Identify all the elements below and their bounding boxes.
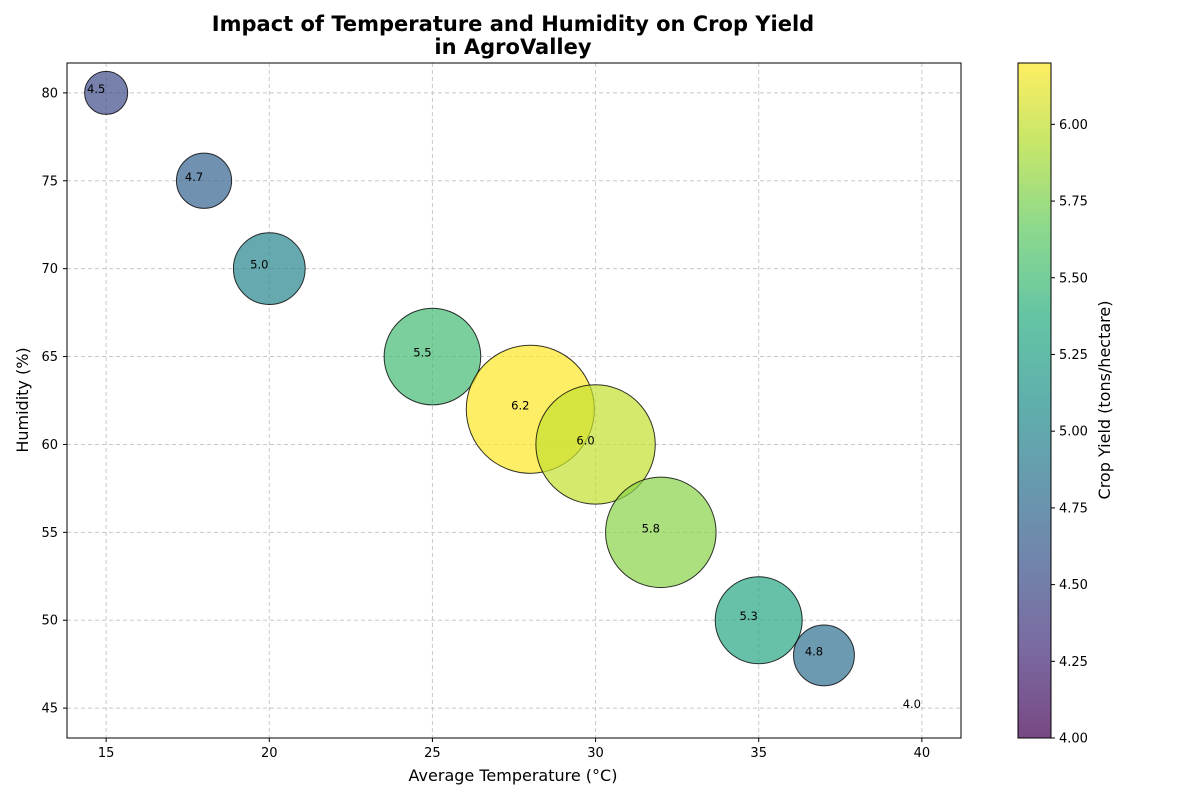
bubble-value-label: 6.2 — [511, 398, 529, 412]
colorbar-frame — [1017, 62, 1052, 739]
bubbles — [84, 70, 855, 687]
bubble-value-label: 4.8 — [805, 644, 823, 658]
colorbar-tick-label: 6.00 — [1059, 118, 1088, 133]
x-axis-ticks: 15 20 25 30 35 40 — [98, 738, 930, 761]
bubble-value-label: 4.5 — [87, 82, 105, 96]
colorbar-label: Crop Yield (tons/hectare) — [1095, 301, 1114, 500]
x-tick-label: 15 — [98, 746, 115, 761]
bubble — [232, 232, 306, 306]
y-tick-label: 80 — [41, 86, 58, 101]
x-tick-label: 20 — [261, 746, 278, 761]
y-axis-ticks: 45 50 55 60 65 70 75 80 — [41, 86, 67, 717]
y-tick-label: 65 — [41, 350, 58, 365]
colorbar-ticks: 4.00 4.25 4.50 4.75 5.00 5.25 5.50 5.75 6.00 — [1051, 118, 1088, 747]
colorbar-tick-label: 5.00 — [1059, 425, 1088, 440]
y-axis-label: Humidity (%) — [13, 347, 32, 452]
x-tick-label: 35 — [750, 746, 767, 761]
bubble — [383, 307, 482, 406]
bubble-value-label: 4.7 — [185, 170, 203, 184]
bubble — [714, 576, 803, 665]
y-tick-label: 45 — [41, 702, 58, 717]
y-tick-label: 50 — [41, 614, 58, 629]
colorbar-tick-label: 5.25 — [1059, 348, 1088, 363]
bubble — [605, 476, 717, 589]
data-labels: 4.5 4.7 5.0 5.5 6.2 6.0 5.8 5.3 4.8 4.0 — [87, 82, 921, 711]
colorbar-tick-label: 5.50 — [1059, 271, 1088, 286]
x-tick-label: 30 — [587, 746, 604, 761]
bubble-value-label: 5.3 — [740, 609, 758, 623]
y-tick-label: 75 — [41, 174, 58, 189]
colorbar-tick-label: 5.75 — [1059, 195, 1088, 210]
colorbar-tick-label: 4.00 — [1059, 732, 1088, 747]
colorbar-tick-label: 4.75 — [1059, 501, 1088, 516]
bubble-value-label: 5.0 — [250, 258, 268, 272]
bubble-value-label: 4.0 — [903, 697, 921, 711]
x-tick-label: 25 — [424, 746, 441, 761]
colorbar-tick-label: 4.25 — [1059, 655, 1088, 670]
bubble-value-label: 5.8 — [642, 521, 660, 535]
bubble-value-label: 5.5 — [413, 346, 431, 360]
bubble — [84, 70, 129, 115]
colorbar — [1018, 63, 1051, 738]
bubble — [175, 152, 233, 209]
bubble — [535, 384, 656, 505]
y-tick-label: 70 — [41, 262, 58, 277]
colorbar-tick-label: 4.50 — [1059, 578, 1088, 593]
plot-frame — [66, 62, 962, 739]
x-tick-label: 40 — [914, 746, 931, 761]
chart-title-line2: in AgroValley — [434, 35, 591, 59]
y-tick-label: 55 — [41, 526, 58, 541]
chart-title-line1: Impact of Temperature and Humidity on Cr… — [212, 12, 814, 36]
bubble — [793, 624, 855, 687]
bubble-value-label: 6.0 — [576, 433, 594, 447]
y-tick-label: 60 — [41, 438, 58, 453]
x-axis-label: Average Temperature (°C) — [409, 766, 618, 785]
